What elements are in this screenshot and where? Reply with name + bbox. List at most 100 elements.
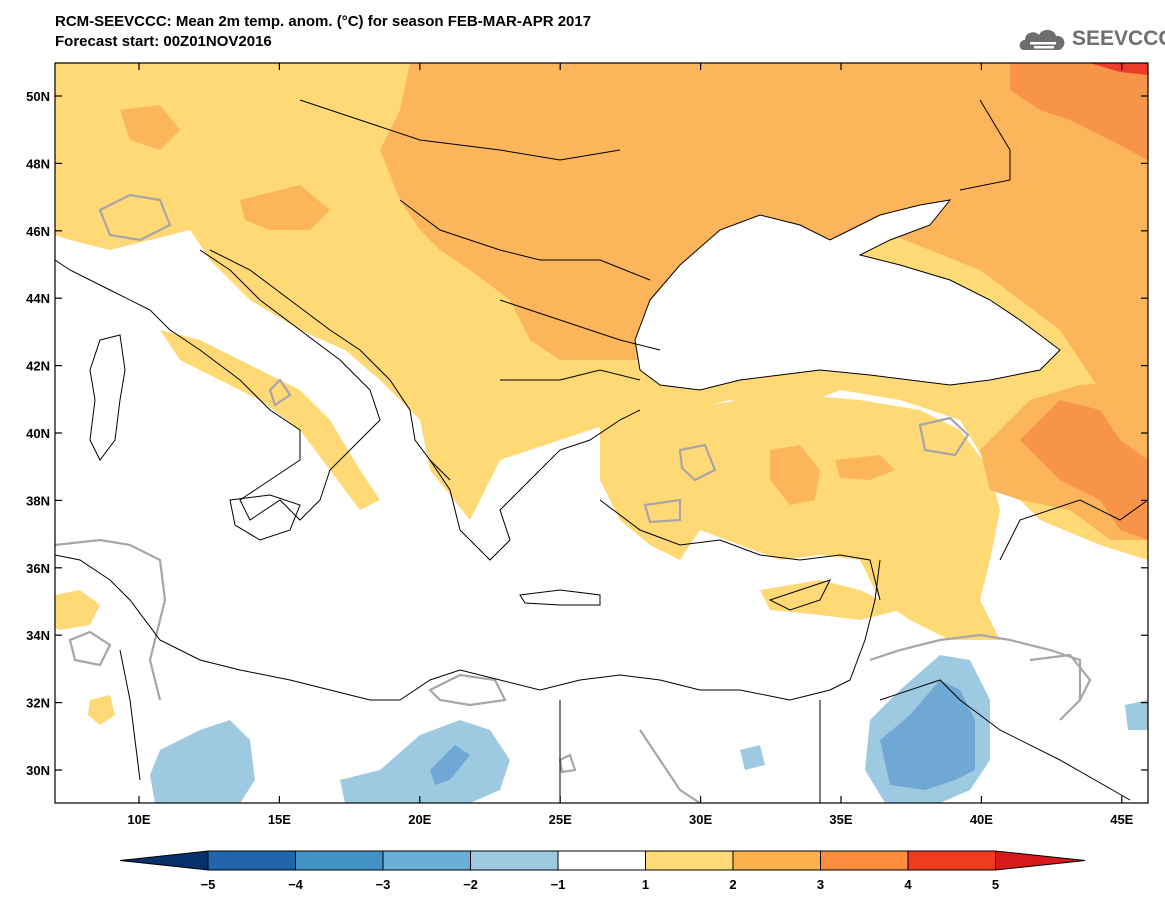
border-line	[399, 199, 651, 281]
anomaly-area-neg2to3-egypt	[430, 745, 470, 785]
contour-line	[918, 416, 970, 457]
lon-label: 30E	[689, 812, 712, 827]
colorbar-arrow-right	[995, 850, 1086, 871]
colorbar-segment	[382, 850, 471, 871]
coastline-italy	[55, 249, 381, 521]
anomaly-area-neg2to3-arabia	[880, 680, 975, 790]
colorbar-label: 3	[817, 877, 824, 892]
lat-label: 32N	[26, 696, 50, 711]
anomaly-area-neg1to2-egypt-west	[340, 720, 510, 803]
contour-line	[1029, 653, 1092, 701]
anomaly-area-3to4-caucasus	[1020, 400, 1148, 540]
map-fields	[55, 63, 1148, 803]
black-sea	[634, 199, 1061, 391]
border-line	[299, 99, 621, 161]
colorbar-label: 2	[729, 877, 736, 892]
border-line	[999, 499, 1148, 561]
colorbar-arrow-left	[119, 850, 209, 871]
colorbar-label: −5	[201, 877, 216, 892]
lat-label: 50N	[26, 89, 50, 104]
anomaly-area-1to2-africa-west	[55, 590, 100, 630]
lat-label: 42N	[26, 359, 50, 374]
lat-label: 30N	[26, 763, 50, 778]
contour-line	[268, 378, 292, 407]
contour-line	[678, 443, 717, 482]
contour-line	[643, 498, 682, 524]
colorbar: −5 −4 −3 −2 −1 1 2 3 4 5	[119, 850, 1086, 892]
lon-label: 25E	[549, 812, 572, 827]
contour-line	[639, 729, 701, 803]
colorbar-label: −3	[376, 877, 391, 892]
colorbar-segment	[557, 850, 646, 871]
lon-label: 10E	[127, 812, 150, 827]
coastline-greece	[429, 409, 641, 561]
coastline-adriatic	[209, 249, 451, 481]
colorbar-label: 1	[642, 877, 649, 892]
contour-line	[428, 673, 507, 707]
lon-label: 20E	[408, 812, 431, 827]
contour-line	[55, 538, 167, 701]
lon-label: 35E	[829, 812, 852, 827]
lat-label: 46N	[26, 224, 50, 239]
border-line	[499, 299, 661, 351]
seevccc-logo: SEEVCCC	[1016, 22, 1165, 56]
anomaly-area-4to5-russia	[1090, 63, 1148, 75]
lat-label: 44N	[26, 291, 50, 306]
lat-label: 40N	[26, 426, 50, 441]
colorbar-segment	[907, 850, 996, 871]
anomaly-area-neg1to2-libya	[150, 720, 255, 803]
lon-label: 40E	[970, 812, 993, 827]
coastline-crete	[519, 589, 601, 606]
title-block: RCM-SEEVCCC: Mean 2m temp. anom. (°C) fo…	[55, 12, 591, 52]
border-line	[959, 99, 1011, 191]
colorbar-segment	[645, 850, 734, 871]
logo-text: SEEVCCC	[1072, 27, 1165, 50]
anomaly-area-1to2-italy	[160, 330, 380, 510]
contour-lines	[55, 193, 1092, 803]
colorbar-label: −2	[463, 877, 478, 892]
cloud-icon	[1019, 29, 1065, 50]
anomaly-area-1to2-libya	[88, 695, 115, 725]
contour-line	[558, 753, 577, 774]
border-line	[500, 369, 641, 381]
lat-label: 38N	[26, 493, 50, 508]
coastline-cyprus	[768, 579, 831, 611]
coastlines-borders	[55, 99, 1148, 803]
coastline-turkey-south	[599, 499, 881, 601]
forecast-start: Forecast start: 00Z01NOV2016	[55, 33, 272, 50]
coastline-levant	[55, 554, 881, 701]
colorbar-segment	[295, 850, 384, 871]
contour-line	[98, 193, 172, 242]
lat-label: 48N	[26, 156, 50, 171]
colorbar-label: −1	[551, 877, 566, 892]
anomaly-area-1to2-anatolia	[600, 395, 1000, 640]
anomaly-area-neg1to2-egypt-small	[740, 745, 765, 770]
colorbar-label: −4	[288, 877, 304, 892]
latitude-axis: 50N 48N 46N 44N 42N 40N 38N 36N 34N 32N 30N	[26, 89, 1148, 778]
lon-label: 45E	[1110, 812, 1133, 827]
border-line	[879, 679, 1131, 801]
anomaly-area-2to3-anatolia-spot	[770, 445, 820, 505]
lat-label: 34N	[26, 628, 50, 643]
lat-label: 36N	[26, 561, 50, 576]
longitude-axis: 10E 15E 20E 25E 30E 35E 40E 45E	[127, 63, 1134, 827]
colorbar-segment	[820, 850, 909, 871]
coastline-sardinia	[89, 334, 126, 461]
colorbar-label: 5	[992, 877, 999, 892]
colorbar-label: 4	[904, 877, 912, 892]
anomaly-area-neg1to2-iraq	[1125, 700, 1148, 730]
colorbar-segment	[732, 850, 821, 871]
contour-line	[869, 633, 1082, 721]
anomaly-area-2to3-anatolia-spot-2	[835, 455, 895, 480]
border-line	[119, 649, 141, 781]
map-title: RCM-SEEVCCC: Mean 2m temp. anom. (°C) fo…	[55, 13, 592, 30]
anomaly-area-3to4-russia	[1010, 63, 1148, 160]
colorbar-segment	[207, 850, 296, 871]
anomaly-area-2to3-nw	[120, 105, 180, 150]
anomaly-area-2to3-balkans	[240, 185, 330, 230]
anomaly-area-1to2-levant	[760, 580, 900, 620]
coastline-sicily	[229, 494, 301, 541]
colorbar-segment	[470, 850, 559, 871]
lon-label: 15E	[268, 812, 291, 827]
